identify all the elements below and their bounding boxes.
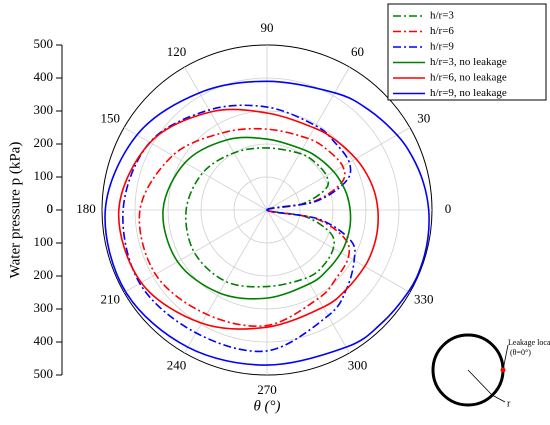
r-tick-label: 400 [34, 333, 54, 348]
theta-tick-label: 180 [76, 201, 96, 216]
theta-tick-label: 30 [417, 110, 430, 125]
grid-spoke [184, 209, 268, 354]
legend-label: h/r=3, no leakage [430, 56, 507, 68]
series-line [185, 147, 335, 288]
series-line [117, 108, 380, 330]
r-tick-label: 300 [34, 102, 54, 117]
theta-tick-label: 270 [257, 382, 277, 397]
grid-spoke [266, 209, 350, 354]
theta-tick-label: 150 [100, 110, 120, 125]
theta-tick-label: 90 [261, 20, 274, 35]
r-tick-label: 200 [34, 135, 54, 150]
r-tick-label: 200 [34, 267, 54, 282]
theta-tick-label: 210 [100, 291, 120, 306]
legend-label: h/r=9, no leakage [430, 87, 507, 99]
radius-line [467, 369, 493, 396]
leak-label: Leakage location [508, 338, 550, 347]
series-line [138, 127, 351, 327]
theta-tick-label: 120 [167, 44, 187, 59]
y-axis-label: Water pressure p (kPa) [7, 142, 23, 279]
r-tick-label: 400 [34, 69, 54, 84]
leak-angle: (θ=0°) [510, 348, 531, 357]
leak-leader [502, 344, 509, 371]
r-tick-label: 100 [34, 168, 54, 183]
leak-point [500, 367, 506, 373]
theta-tick-label: 300 [348, 358, 368, 373]
series-line [162, 136, 352, 300]
radius-leader [491, 394, 506, 403]
grid-spoke [123, 209, 268, 293]
r-tick-label: 0 [47, 201, 54, 216]
grid: 0010010020020030030040040050050003060901… [34, 20, 452, 397]
legend-label: h/r=6, no leakage [430, 72, 507, 84]
r-tick-label: 300 [34, 300, 54, 315]
legend-label: h/r=3 [430, 10, 454, 22]
legend-label: h/r=6 [430, 25, 454, 37]
grid-spoke [266, 127, 411, 211]
r-tick-label: 500 [34, 36, 54, 51]
r-tick-label: 100 [34, 234, 54, 249]
series-line [122, 104, 356, 353]
theta-tick-label: 60 [351, 44, 364, 59]
radius-label: r [507, 398, 511, 409]
grid-spoke [184, 66, 268, 211]
r-tick-label: 0 [47, 201, 54, 216]
x-axis-label: θ (°) [253, 398, 280, 414]
theta-tick-label: 240 [167, 358, 187, 373]
theta-tick-label: 330 [414, 291, 434, 306]
legend: h/r=3 h/r=6 h/r=9 h/r=3, no leakage h/r=6, n… [387, 3, 547, 101]
grid-spoke [123, 127, 268, 211]
r-tick-label: 500 [34, 366, 54, 381]
series-line [104, 80, 430, 366]
inset: Leakage location (θ=0°) r [431, 333, 550, 409]
legend-box [387, 3, 547, 101]
theta-tick-label: 0 [445, 201, 452, 216]
legend-label: h/r=9 [430, 41, 454, 53]
grid-spoke [266, 209, 411, 293]
